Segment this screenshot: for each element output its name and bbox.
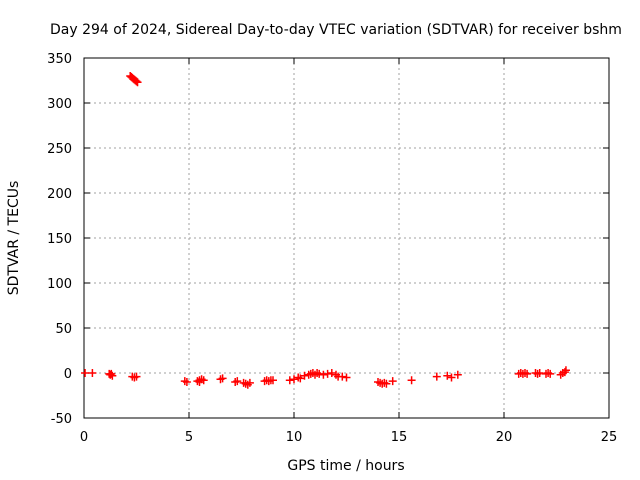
data-point (88, 369, 97, 377)
data-point (107, 369, 116, 378)
y-tick-label: 350 (47, 52, 72, 67)
data-point (560, 368, 569, 377)
data-point (323, 369, 332, 378)
y-tick-label: 50 (55, 322, 72, 337)
data-point (432, 372, 441, 381)
grid (84, 58, 609, 418)
chart-title: Day 294 of 2024, Sidereal Day-to-day VTE… (50, 22, 622, 38)
data-point (453, 370, 462, 379)
y-tick-label: 100 (47, 277, 72, 292)
data-point (296, 374, 305, 383)
data-point (182, 378, 191, 386)
data-point (233, 377, 242, 386)
data-point (218, 374, 227, 383)
data-point (315, 369, 324, 378)
x-tick-label: 15 (391, 430, 408, 445)
x-tick-label: 10 (286, 430, 303, 445)
x-tick-label: 5 (185, 430, 193, 445)
data-point (382, 379, 391, 388)
data-point (108, 371, 117, 380)
data-point (300, 371, 309, 380)
x-axis-label: GPS time / hours (287, 458, 404, 474)
data-point (561, 366, 570, 375)
y-tick-label: -50 (51, 412, 72, 427)
data-point (285, 376, 294, 385)
data-point (195, 378, 204, 386)
y-tick-label: 150 (47, 232, 72, 247)
data-point (342, 373, 351, 382)
data-point (199, 376, 208, 385)
y-tick-label: 300 (47, 97, 72, 112)
data-point (388, 377, 397, 386)
data-point (319, 370, 328, 379)
data-point (132, 77, 141, 86)
y-tick-label: 250 (47, 142, 72, 157)
data-point (338, 372, 347, 381)
data-point (290, 375, 298, 384)
data-point (443, 371, 452, 380)
data-point (133, 78, 142, 87)
y-tick-label: 0 (64, 367, 72, 382)
data-point (81, 369, 90, 377)
data-points (81, 72, 570, 389)
x-tick-label: 0 (80, 430, 88, 445)
data-point (447, 373, 456, 382)
y-axis-label: SDTVAR / TECUs (6, 181, 22, 296)
data-point (546, 369, 555, 378)
data-point (407, 376, 416, 385)
data-point (327, 369, 336, 377)
data-point (132, 372, 141, 381)
data-point (269, 376, 277, 385)
y-tick-label: 200 (47, 187, 72, 202)
data-point (535, 369, 544, 377)
axis-ticks: 0 5 10 15 20 25 -50 0 50 100 150 200 250 300 350 (47, 52, 617, 445)
data-point (245, 378, 254, 387)
data-point (523, 369, 532, 378)
x-tick-label: 20 (496, 430, 513, 445)
x-tick-label: 25 (601, 430, 618, 445)
